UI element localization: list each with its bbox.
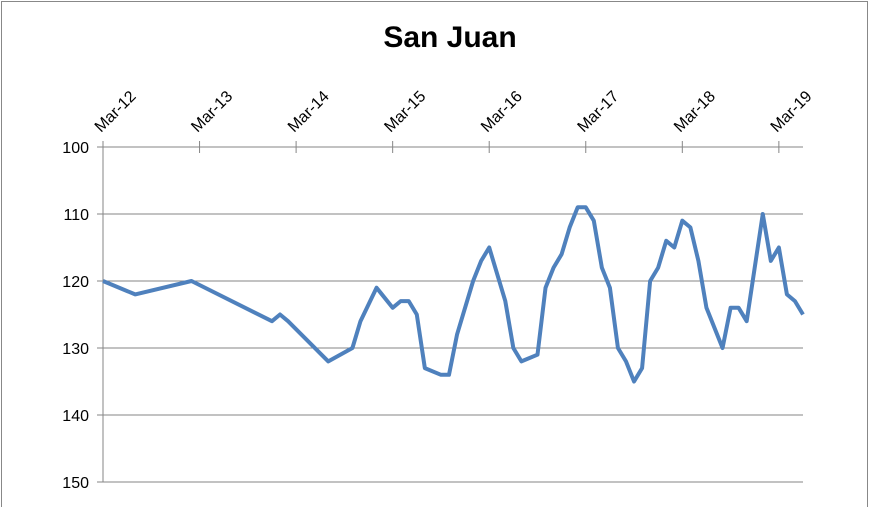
y-tick-label: 110 bbox=[63, 207, 89, 224]
y-tick-label: 120 bbox=[62, 274, 89, 291]
y-tick-label: 140 bbox=[62, 408, 89, 425]
y-tick-label: 150 bbox=[62, 475, 89, 492]
y-tick-label: 130 bbox=[62, 341, 89, 358]
data-line bbox=[102, 205, 805, 384]
y-tick-label: 100 bbox=[62, 140, 89, 157]
chart-title: San Juan bbox=[383, 21, 516, 54]
